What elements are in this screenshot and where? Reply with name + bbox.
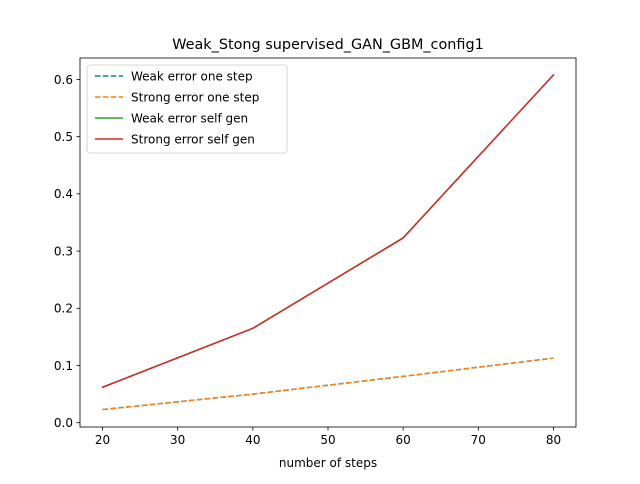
- legend: Weak error one step Strong error one step…: [86, 64, 288, 154]
- y-axis: 0.0 0.1 0.2 0.3 0.4 0.5 0.6: [54, 73, 80, 430]
- series-line-4: [101, 73, 555, 389]
- y-tick-label: 0.3: [54, 244, 73, 258]
- x-axis-label: number of steps: [279, 456, 377, 470]
- y-tick-label: 0.0: [54, 416, 73, 430]
- x-axis: 20 30 40 50 60 70 80: [95, 427, 561, 447]
- y-tick-label: 0.1: [54, 359, 73, 373]
- legend-label: Weak error self gen: [131, 111, 248, 125]
- plot-area: [79, 57, 577, 428]
- x-tick-label: 70: [471, 433, 486, 447]
- y-tick-label: 0.2: [54, 302, 73, 316]
- x-tick-label: 30: [170, 433, 185, 447]
- x-tick-label: 60: [396, 433, 411, 447]
- legend-label: Strong error self gen: [131, 132, 255, 146]
- legend-label: Strong error one step: [131, 90, 259, 104]
- y-tick-label: 0.5: [54, 130, 73, 144]
- series-line-2: [102, 357, 554, 411]
- x-tick-label: 40: [245, 433, 260, 447]
- x-tick-label: 50: [320, 433, 335, 447]
- legend-box: [86, 64, 288, 154]
- x-tick-label: 20: [95, 433, 110, 447]
- y-tick-label: 0.4: [54, 187, 73, 201]
- y-tick-label: 0.6: [54, 73, 73, 87]
- legend-label: Weak error one step: [131, 69, 253, 83]
- x-tick-label: 80: [546, 433, 561, 447]
- chart-title: Weak_Stong supervised_GAN_GBM_config1: [172, 37, 484, 53]
